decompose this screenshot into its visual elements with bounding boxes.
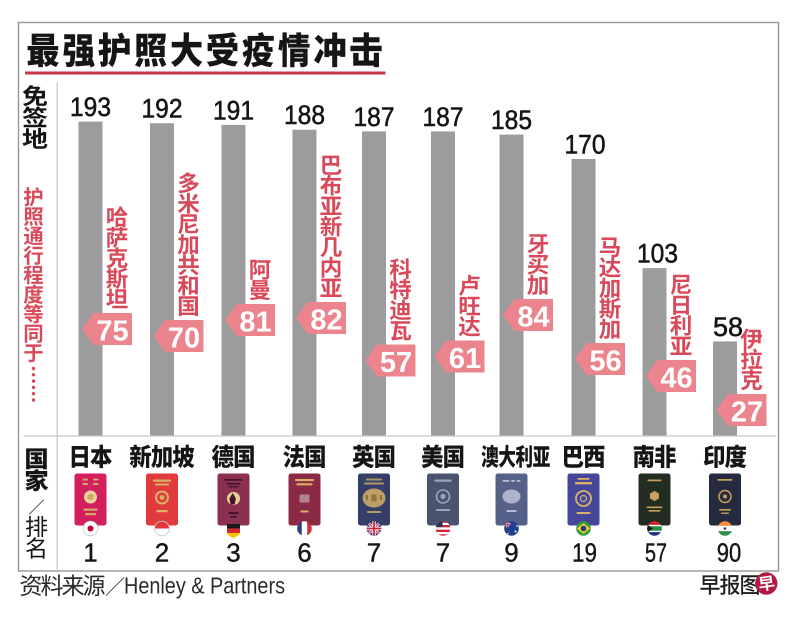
svg-text:7: 7	[367, 537, 381, 567]
svg-text:58: 58	[713, 312, 743, 342]
svg-text:3: 3	[226, 537, 240, 567]
svg-text:Henley & Partners: Henley & Partners	[124, 572, 285, 598]
svg-text:19: 19	[572, 537, 597, 567]
svg-text:170: 170	[565, 130, 606, 160]
svg-text:81: 81	[239, 306, 271, 338]
svg-text:27: 27	[731, 396, 763, 428]
svg-text:188: 188	[284, 100, 325, 130]
svg-text:2: 2	[155, 537, 169, 567]
svg-text:193: 193	[70, 92, 111, 122]
svg-text:1: 1	[83, 537, 97, 567]
svg-text:103: 103	[637, 239, 678, 269]
svg-text:9: 9	[504, 537, 518, 567]
svg-text:6: 6	[297, 537, 311, 567]
svg-text:187: 187	[354, 102, 395, 132]
svg-text:57: 57	[645, 537, 667, 567]
svg-text:75: 75	[96, 315, 128, 347]
svg-text:46: 46	[660, 362, 692, 394]
svg-text:82: 82	[310, 304, 342, 336]
svg-text:61: 61	[449, 343, 481, 375]
svg-text:7: 7	[436, 537, 450, 567]
svg-text:191: 191	[213, 95, 254, 125]
svg-text:57: 57	[380, 347, 412, 379]
svg-text:187: 187	[423, 102, 464, 132]
svg-text:90: 90	[717, 537, 742, 567]
svg-text:56: 56	[589, 345, 621, 377]
svg-text:84: 84	[517, 301, 549, 333]
svg-text:192: 192	[142, 94, 183, 124]
svg-text:185: 185	[491, 105, 532, 135]
svg-text:70: 70	[168, 322, 200, 354]
